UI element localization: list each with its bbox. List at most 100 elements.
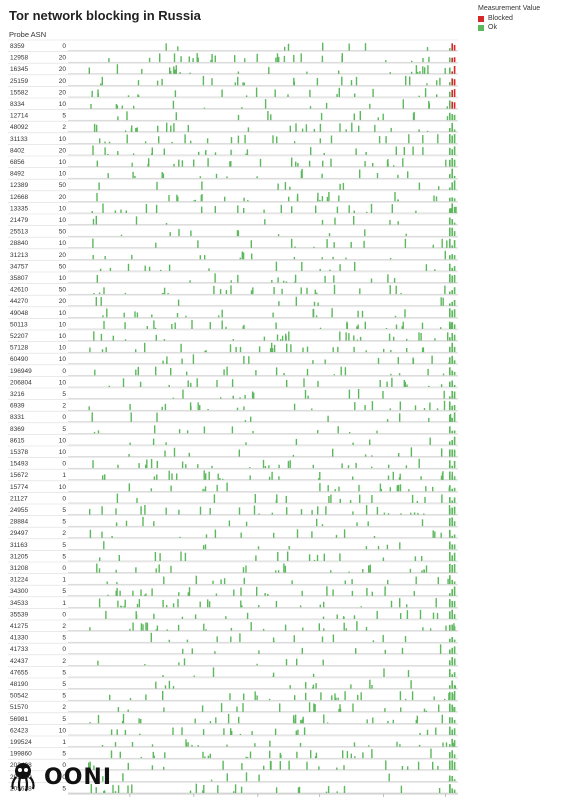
ok-bar xyxy=(213,494,216,503)
ok-bar xyxy=(186,430,189,434)
asn-label: 8492 xyxy=(10,171,25,178)
y-max-label: 2 xyxy=(62,658,66,665)
ok-bar xyxy=(101,349,104,353)
y-max-label: 0 xyxy=(62,565,66,572)
ok-bar xyxy=(187,592,189,596)
ok-bar xyxy=(310,750,312,759)
ok-bar xyxy=(453,159,456,167)
ok-bar xyxy=(295,438,298,445)
ok-bar xyxy=(318,766,320,770)
ok-bar xyxy=(372,163,374,167)
ok-bar xyxy=(449,752,451,759)
ok-bar xyxy=(256,663,258,666)
asn-label: 205638 xyxy=(10,785,32,792)
ok-bar xyxy=(271,342,273,353)
ok-bar xyxy=(129,403,131,411)
ok-bar xyxy=(374,124,376,132)
ok-bar xyxy=(180,343,182,353)
ok-bar xyxy=(97,430,100,434)
asn-label: 8369 xyxy=(10,426,25,433)
ok-bar xyxy=(323,628,325,631)
ok-bar xyxy=(104,141,106,144)
ok-bar xyxy=(205,534,208,538)
ok-bar xyxy=(365,626,368,631)
ok-bar xyxy=(279,761,281,770)
ok-bar xyxy=(243,355,245,364)
ok-bar xyxy=(422,135,424,144)
ok-bar xyxy=(131,125,133,132)
ok-bar xyxy=(156,474,158,480)
ok-bar xyxy=(379,483,382,492)
ok-bar xyxy=(339,183,341,190)
ok-bar xyxy=(120,605,122,608)
ok-bar xyxy=(298,786,301,793)
ok-bar xyxy=(333,374,335,376)
ok-bar xyxy=(294,695,296,701)
asn-label: 24955 xyxy=(10,507,28,514)
ok-bar xyxy=(151,744,154,747)
y-max-label: 0 xyxy=(62,461,66,468)
ok-bar xyxy=(389,408,391,411)
ok-bar xyxy=(115,590,117,596)
ok-bar xyxy=(453,198,456,202)
ok-bar xyxy=(417,71,419,74)
ok-bar xyxy=(425,565,428,573)
ok-bar xyxy=(214,152,217,155)
asn-label: 16345 xyxy=(10,66,28,73)
ok-bar xyxy=(180,56,182,63)
ok-bar xyxy=(269,740,271,747)
ok-bar xyxy=(301,647,303,654)
ok-bar xyxy=(317,380,319,387)
asn-label: 48092 xyxy=(10,124,28,131)
ok-bar xyxy=(244,58,246,63)
ok-bar xyxy=(353,742,356,747)
ok-bar xyxy=(136,312,139,318)
ok-bar xyxy=(421,347,424,353)
ok-bar xyxy=(453,691,456,701)
ok-bar xyxy=(215,593,218,596)
ok-bar xyxy=(307,395,309,399)
ok-bar xyxy=(449,67,451,74)
ok-bar xyxy=(396,485,398,492)
ok-bar xyxy=(148,158,150,167)
ok-bar xyxy=(432,244,434,248)
ok-bar xyxy=(264,466,267,469)
ok-bar xyxy=(415,65,418,74)
ok-bar xyxy=(317,192,319,202)
ok-bar xyxy=(451,500,453,503)
ok-bar xyxy=(132,153,135,155)
ok-bar xyxy=(388,773,390,782)
ok-bar xyxy=(193,159,195,167)
ok-bar xyxy=(359,111,361,121)
ok-bar xyxy=(400,707,402,712)
ok-bar xyxy=(450,208,452,213)
ok-bar xyxy=(240,532,242,538)
y-max-label: 50 xyxy=(59,182,67,189)
ok-bar xyxy=(176,194,178,202)
ok-bar xyxy=(449,441,451,445)
ok-bar xyxy=(453,240,456,248)
ok-bar xyxy=(267,593,269,596)
ok-bar xyxy=(293,715,295,724)
ok-bar xyxy=(162,360,164,364)
ok-bar xyxy=(451,738,453,747)
ok-bar xyxy=(272,637,275,643)
ok-bar xyxy=(278,464,280,469)
ok-bar xyxy=(125,210,127,213)
ok-bar xyxy=(299,743,302,747)
ok-bar xyxy=(227,713,230,724)
ok-bar xyxy=(283,563,285,573)
ok-bar xyxy=(195,783,197,793)
ok-bar xyxy=(386,544,389,550)
ok-bar xyxy=(144,505,146,515)
ok-bar xyxy=(397,221,399,225)
ok-bar xyxy=(198,151,200,155)
ok-bar xyxy=(157,125,159,132)
ok-bar xyxy=(154,327,157,329)
ok-bar xyxy=(209,721,212,724)
ok-bar xyxy=(399,744,401,747)
ok-bar xyxy=(332,589,334,596)
ok-bar xyxy=(315,683,317,689)
ok-bar xyxy=(451,310,453,318)
